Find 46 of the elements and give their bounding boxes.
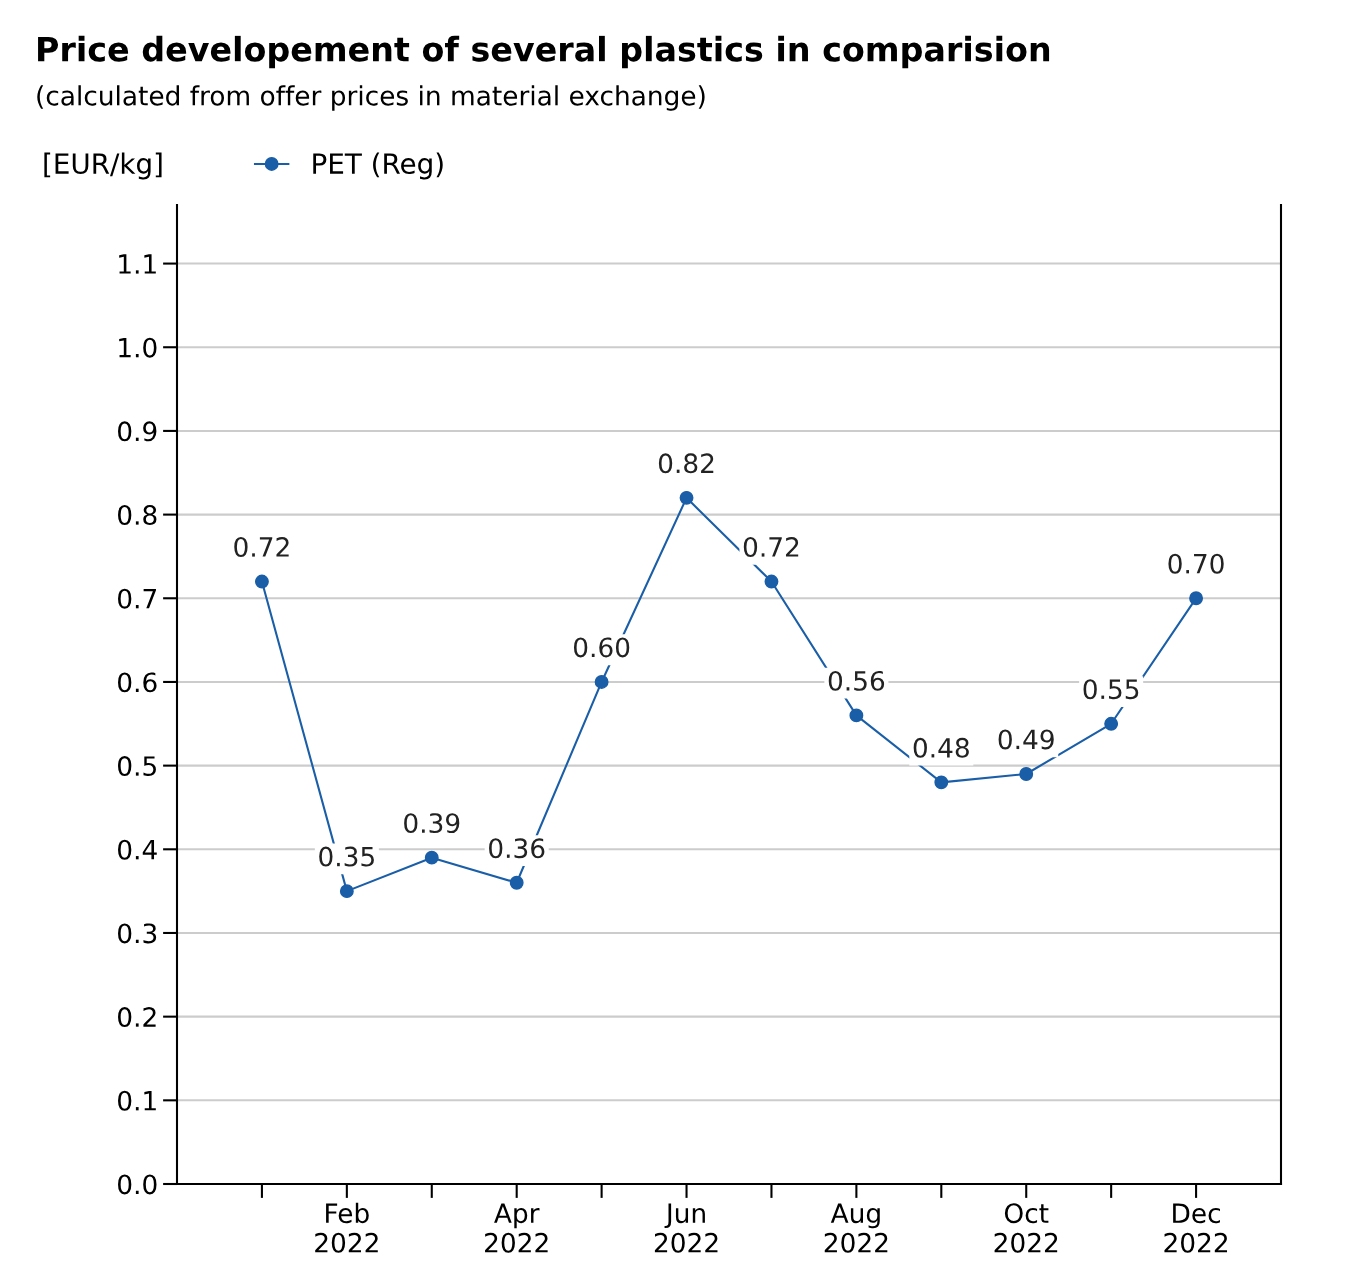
point <box>1019 767 1034 781</box>
data-label: 0.36 <box>489 838 545 859</box>
x-tick-label: Dec 2022 <box>1164 1203 1228 1253</box>
point <box>679 490 694 505</box>
y-tick-label: 1.0 <box>119 337 157 358</box>
y-tick-label: 0.5 <box>118 756 156 777</box>
y-tick-label: 0.7 <box>118 588 156 609</box>
y-tick-label: 0.6 <box>118 672 157 693</box>
data-label: 0.60 <box>573 637 630 658</box>
point <box>424 850 439 865</box>
y-tick-label: 0.9 <box>118 421 157 442</box>
data-label: 0.56 <box>828 670 885 691</box>
x-tick-label: Apr 2022 <box>485 1203 548 1253</box>
x-tick-label: Feb 2022 <box>315 1202 378 1253</box>
data-label: 0.48 <box>913 737 969 758</box>
point <box>849 708 864 723</box>
y-tick-label: 1.1 <box>119 254 156 274</box>
point <box>1189 591 1204 606</box>
y-axis-title: [EUR/kg] <box>44 152 162 180</box>
x-tick-label: Oct 2022 <box>994 1203 1058 1253</box>
point <box>934 775 949 790</box>
point <box>594 675 609 689</box>
point <box>764 574 779 589</box>
legend-label: PET (Reg) <box>313 152 443 180</box>
data-label: 0.82 <box>658 453 714 474</box>
data-label: 0.39 <box>404 813 460 834</box>
data-label: 0.35 <box>319 846 374 867</box>
chart-title: Price developement of several plastics in comparision <box>38 35 1050 69</box>
y-tick-label: 0.2 <box>118 1007 156 1028</box>
point <box>339 884 354 899</box>
y-tick-label: 0.3 <box>118 923 157 944</box>
data-label: 0.70 <box>1168 553 1224 574</box>
data-label: 0.55 <box>1083 679 1139 700</box>
y-tick-label: 0.0 <box>118 1174 157 1195</box>
y-tick-label: 0.8 <box>118 505 157 525</box>
data-label: 0.72 <box>234 537 289 557</box>
data-label: 0.72 <box>743 537 799 557</box>
x-tick-label: Aug 2022 <box>824 1203 888 1253</box>
y-tick-label: 0.4 <box>118 839 157 860</box>
y-tick-label: 0.1 <box>118 1090 156 1111</box>
point <box>509 875 524 890</box>
point <box>1104 716 1119 731</box>
chart-subtitle: (calculated from offer prices in material exchange) <box>37 85 705 111</box>
x-tick-label: Jun 2022 <box>654 1203 718 1253</box>
data-label: 0.49 <box>998 729 1054 750</box>
point <box>254 574 269 589</box>
